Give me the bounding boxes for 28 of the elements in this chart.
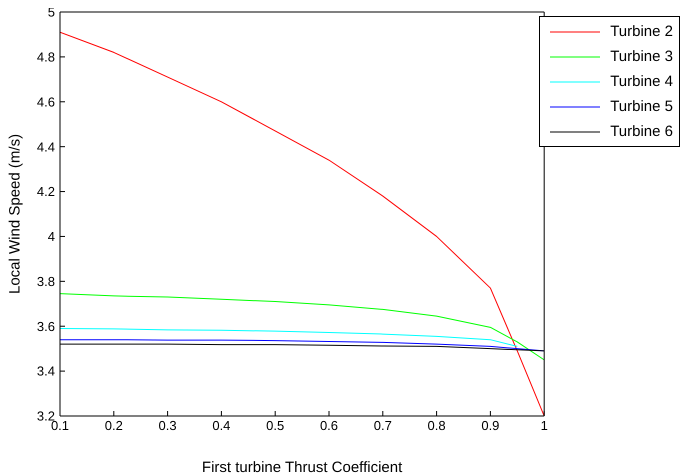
x-tick-label: 0.8 <box>428 418 446 434</box>
y-tick-label: 3.6 <box>36 318 55 334</box>
y-tick-label: 3.4 <box>36 364 55 379</box>
line-series <box>60 293 544 360</box>
x-tick-label: 0.5 <box>266 418 284 434</box>
line-series <box>60 328 518 347</box>
x-tick-label: 0.7 <box>374 418 392 434</box>
legend-label: Turbine 5 <box>610 98 673 115</box>
y-axis-title: Local Wind Speed (m/s) <box>6 134 24 294</box>
legend-label: Turbine 2 <box>610 23 673 40</box>
x-tick-label: 1 <box>540 418 548 434</box>
y-tick-label: 4 <box>48 229 55 244</box>
y-tick-label: 3.8 <box>36 274 55 289</box>
y-tick-label: 4.6 <box>36 94 55 110</box>
legend-label: Turbine 3 <box>610 48 673 65</box>
x-tick-label: 0.2 <box>104 418 123 434</box>
x-tick-label: 0.6 <box>320 418 338 434</box>
x-axis-title: First turbine Thrust Coefficient <box>202 459 404 474</box>
x-tick-label: 0.4 <box>212 418 230 434</box>
y-tick-label: 5 <box>48 4 55 20</box>
y-tick-label: 4.4 <box>36 139 55 154</box>
line-series <box>60 339 544 352</box>
y-tick-label: 4.2 <box>36 184 55 200</box>
y-tick-label: 4.8 <box>36 50 55 65</box>
x-tick-label: 0.9 <box>481 418 500 434</box>
legend-label: Turbine 4 <box>610 73 673 90</box>
x-tick-label: 0.3 <box>158 418 177 434</box>
legend-label: Turbine 6 <box>610 123 673 140</box>
